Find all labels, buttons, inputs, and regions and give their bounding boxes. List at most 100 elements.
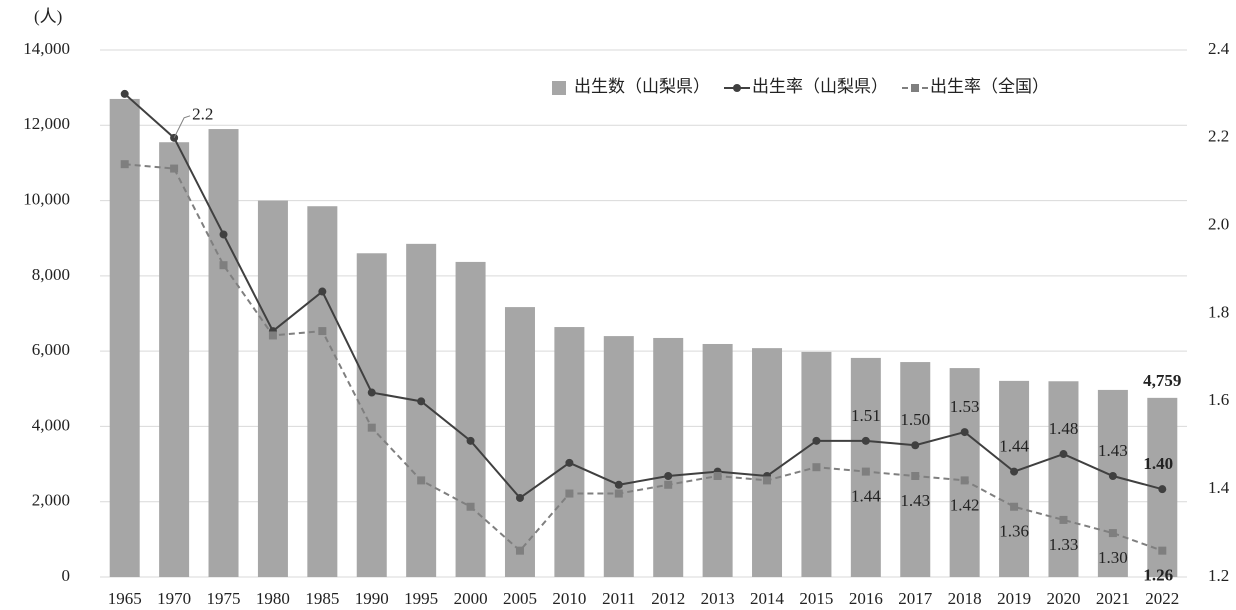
bar bbox=[900, 362, 931, 577]
legend-swatch bbox=[911, 84, 919, 92]
marker bbox=[713, 471, 722, 480]
y-tick-label: 10,000 bbox=[23, 189, 70, 208]
marker bbox=[1059, 515, 1068, 524]
marker bbox=[466, 436, 475, 445]
x-tick-label: 2015 bbox=[799, 589, 833, 608]
line-value-label: 1.43 bbox=[1098, 441, 1128, 460]
y-tick-label: 12,000 bbox=[23, 114, 70, 133]
legend-label: 出生率（全国） bbox=[930, 77, 1049, 96]
y-tick-label: 8,000 bbox=[32, 265, 70, 284]
line-value-label: 1.43 bbox=[900, 491, 930, 510]
bar bbox=[356, 253, 387, 577]
x-tick-label: 2012 bbox=[651, 589, 685, 608]
line-value-label: 1.33 bbox=[1049, 535, 1079, 554]
marker bbox=[911, 441, 920, 450]
bar bbox=[702, 343, 733, 577]
x-tick-label: 2005 bbox=[503, 589, 537, 608]
bar bbox=[1048, 381, 1079, 577]
y2-tick-label: 2.4 bbox=[1208, 39, 1230, 58]
x-tick-label: 2021 bbox=[1096, 589, 1130, 608]
y-tick-label: 14,000 bbox=[23, 39, 70, 58]
x-tick-label: 1985 bbox=[305, 589, 339, 608]
marker bbox=[1108, 471, 1117, 480]
marker bbox=[1108, 529, 1117, 538]
x-tick-label: 2000 bbox=[454, 589, 488, 608]
marker bbox=[911, 471, 920, 480]
bar bbox=[504, 307, 535, 577]
x-tick-label: 2011 bbox=[602, 589, 635, 608]
bar bbox=[850, 357, 881, 577]
marker bbox=[1059, 450, 1068, 459]
line-value-label: 1.26 bbox=[1143, 566, 1173, 585]
bar bbox=[307, 206, 338, 578]
x-tick-label: 1975 bbox=[207, 589, 241, 608]
line-value-label: 1.40 bbox=[1143, 454, 1173, 473]
marker bbox=[367, 388, 376, 397]
marker bbox=[318, 287, 327, 296]
y2-tick-label: 2.2 bbox=[1208, 127, 1229, 146]
bar bbox=[1097, 389, 1128, 577]
x-tick-label: 2014 bbox=[750, 589, 785, 608]
bar bbox=[109, 98, 140, 577]
marker bbox=[664, 480, 673, 489]
marker bbox=[268, 331, 277, 340]
legend-label: 出生率（山梨県） bbox=[752, 77, 888, 96]
marker bbox=[515, 546, 524, 555]
y2-tick-label: 2.0 bbox=[1208, 215, 1229, 234]
marker bbox=[565, 489, 574, 498]
marker bbox=[565, 458, 574, 467]
x-tick-label: 1990 bbox=[355, 589, 389, 608]
bar bbox=[554, 327, 585, 577]
y-tick-label: 6,000 bbox=[32, 340, 70, 359]
marker bbox=[417, 397, 426, 406]
marker bbox=[367, 423, 376, 432]
x-tick-label: 2017 bbox=[898, 589, 933, 608]
marker bbox=[614, 489, 623, 498]
y-tick-label: 0 bbox=[62, 566, 71, 585]
marker bbox=[614, 480, 623, 489]
marker bbox=[219, 261, 228, 270]
x-tick-label: 1970 bbox=[157, 589, 191, 608]
x-tick-label: 2010 bbox=[552, 589, 586, 608]
line-value-label: 2.2 bbox=[192, 105, 213, 124]
y-tick-label: 4,000 bbox=[32, 415, 70, 434]
marker bbox=[861, 436, 870, 445]
bar bbox=[603, 336, 634, 577]
marker bbox=[960, 476, 969, 485]
line-value-label: 1.48 bbox=[1049, 419, 1079, 438]
bar bbox=[752, 348, 783, 577]
bar bbox=[455, 261, 486, 577]
y2-tick-label: 1.6 bbox=[1208, 390, 1229, 409]
marker bbox=[1158, 485, 1167, 494]
bar bbox=[999, 380, 1030, 577]
bar bbox=[653, 337, 684, 577]
y2-tick-label: 1.8 bbox=[1208, 302, 1229, 321]
bar bbox=[949, 368, 980, 577]
marker bbox=[664, 471, 673, 480]
line-value-label: 1.44 bbox=[999, 437, 1029, 456]
bar bbox=[208, 129, 239, 578]
line-value-label: 1.51 bbox=[851, 406, 881, 425]
x-tick-label: 2022 bbox=[1145, 589, 1179, 608]
marker bbox=[318, 327, 327, 336]
marker bbox=[120, 160, 129, 169]
bar bbox=[257, 200, 288, 578]
marker bbox=[120, 89, 129, 98]
y2-tick-label: 1.2 bbox=[1208, 566, 1229, 585]
marker bbox=[1010, 467, 1019, 476]
legend-label: 出生数（山梨県） bbox=[574, 77, 710, 96]
y-tick-label: 2,000 bbox=[32, 491, 70, 510]
x-tick-label: 2013 bbox=[701, 589, 735, 608]
x-tick-label: 2020 bbox=[1046, 589, 1080, 608]
x-tick-label: 1995 bbox=[404, 589, 438, 608]
marker bbox=[170, 164, 179, 173]
marker bbox=[763, 476, 772, 485]
marker bbox=[417, 476, 426, 485]
y-unit-label: (人) bbox=[34, 7, 62, 26]
marker bbox=[1158, 546, 1167, 555]
bar-value-label: 4,759 bbox=[1143, 371, 1181, 390]
legend-swatch bbox=[552, 81, 566, 95]
legend-swatch bbox=[733, 84, 741, 92]
marker bbox=[1010, 502, 1019, 511]
